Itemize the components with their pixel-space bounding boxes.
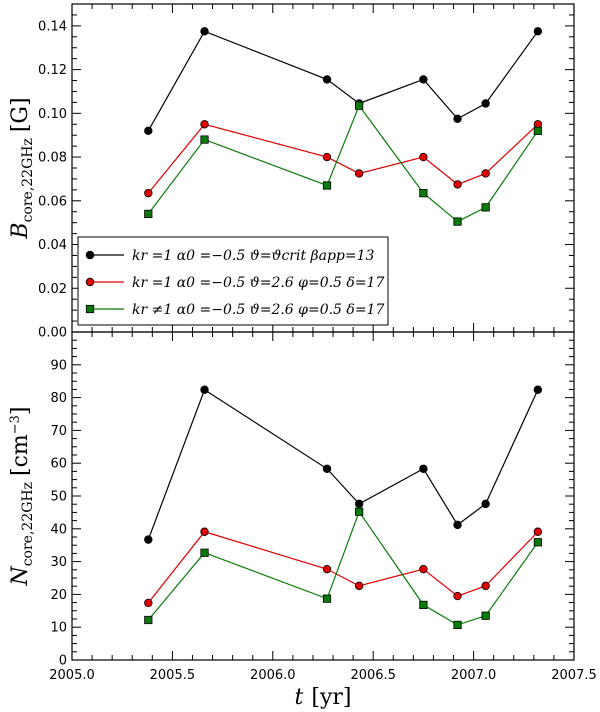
legend: kr =1 α0 =−0.5 ϑ=ϑcrit βapp=13 kr =1 α0 … [77,236,389,326]
data-point [481,611,490,620]
series-line [147,123,539,194]
data-point [481,581,490,591]
x-tick-label: 2006.0 [250,668,296,683]
legend-label-green: kr ≠1 α0 =−0.5 ϑ=2.6 φ=0.5 δ=17 [132,302,384,318]
legend-entry-red: kr =1 α0 =−0.5 ϑ=2.6 φ=0.5 δ=17 [85,275,384,291]
data-point [144,535,153,544]
y-tick-label: 0.06 [38,194,67,209]
top-ticks: 0.00 0.02 0.04 0.06 0.08 0.10 0.12 0.14 [38,3,575,341]
data-point [322,181,332,190]
series-line [147,30,539,132]
data-point [322,564,332,574]
data-point [144,615,153,625]
series-line [147,388,539,540]
data-point [200,120,209,129]
data-point [453,217,462,226]
y-tick-label: 0.14 [38,19,67,34]
bottom-panel: 2005.0 2005.5 2006.0 2006.5 2007.0 2007.5 0 10 2… [8,331,597,710]
y-tick-label: 30 [50,555,67,570]
y-tick-label: 80 [50,391,67,406]
legend-label-black: kr =1 α0 =−0.5 ϑ=ϑcrit βapp=13 [132,248,375,264]
y-tick-label: 60 [50,457,67,472]
legend-entry-green: kr ≠1 α0 =−0.5 ϑ=2.6 φ=0.5 δ=17 [85,302,384,318]
data-point [481,169,490,178]
data-point [453,591,462,601]
x-tick-label: 2007.0 [451,668,497,683]
y-tick-label: 50 [50,490,67,505]
top-panel: 0.00 0.02 0.04 0.06 0.08 0.10 0.12 0.14 Bcore,2… [8,3,575,341]
data-point [354,581,364,591]
legend-entry-black: kr =1 α0 =−0.5 ϑ=ϑcrit βapp=13 [85,248,375,264]
data-point [453,180,462,189]
data-point [322,152,332,162]
data-point [419,152,428,162]
x-tick-label: 2005.5 [150,668,196,683]
data-point [533,126,542,135]
y-tick-label: 20 [50,588,67,603]
data-point [453,620,462,630]
data-point [200,135,209,144]
y-tick-label: 0.04 [38,238,67,253]
legend-marker-green [85,304,95,314]
data-point [481,203,490,212]
data-point [354,499,364,509]
y-tick-label: 40 [50,522,67,537]
data-point [144,209,153,219]
legend-box [77,236,389,326]
data-point [355,507,364,516]
data-point [533,385,543,394]
data-point [355,101,364,110]
x-tick-label: 2007.5 [551,668,597,683]
y-tick-label: 90 [50,358,67,373]
data-point [453,520,462,530]
legend-label-red: kr =1 α0 =−0.5 ϑ=2.6 φ=0.5 δ=17 [132,275,384,291]
data-point [419,600,428,609]
data-point [322,464,332,473]
y-tick-label: 0.08 [38,151,67,166]
data-point [144,598,153,608]
data-point [144,126,153,136]
data-point [533,527,543,536]
data-point [481,499,490,509]
data-point [419,564,428,574]
bottom-y-axis-label: Ncore,22GHz[cm−3] [8,406,36,586]
bottom-ticks: 2005.0 2005.5 2006.0 2006.5 2007.0 2007.5 0 10 2… [49,331,597,683]
data-point [354,169,364,178]
series-line [147,104,539,223]
bottom-series [144,385,543,630]
x-tick-label: 2005.0 [49,668,95,683]
x-axis-label: t [yr] [295,685,352,710]
y-tick-label: 10 [50,621,67,636]
y-tick-label: 0 [59,654,67,669]
x-tick-label: 2006.5 [350,668,396,683]
data-point [322,75,332,84]
y-tick-label: 0.00 [38,326,67,341]
legend-marker-black [85,250,95,260]
series-line [147,510,539,626]
series-line [147,531,539,604]
data-point [200,548,209,557]
legend-marker-red [85,277,95,287]
data-point [533,27,543,36]
y-tick-label: 0.10 [38,107,67,122]
data-point [200,27,209,36]
data-point [322,594,332,603]
data-point [419,464,428,473]
data-point [481,99,490,108]
y-tick-label: 0.12 [38,63,67,78]
data-point [453,114,462,123]
data-point [419,189,428,198]
top-series [144,27,543,226]
data-point [144,188,153,198]
data-point [419,75,428,84]
data-point [200,527,209,536]
y-tick-label: 70 [50,424,67,439]
y-tick-label: 0.02 [38,282,67,297]
data-point [533,538,542,547]
bottom-plot-frame [71,331,575,661]
top-y-axis-label: Bcore,22GHz[G] [8,97,36,239]
data-point [200,385,209,394]
